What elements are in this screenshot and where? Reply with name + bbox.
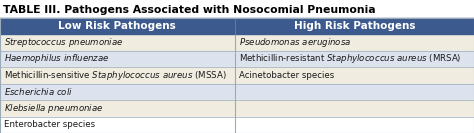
- Bar: [0, 67, 235, 84]
- Text: High Risk Pathogens: High Risk Pathogens: [293, 21, 415, 31]
- Text: TABLE III. Pathogens Associated with Nosocomial Pneumonia: TABLE III. Pathogens Associated with Nos…: [3, 5, 375, 15]
- Bar: [235, 67, 474, 84]
- Bar: [235, 18, 474, 34]
- Bar: [235, 100, 474, 117]
- Text: $\it{Haemophilus\ influenzae}$: $\it{Haemophilus\ influenzae}$: [4, 52, 109, 65]
- Bar: [0, 34, 235, 51]
- Text: $\it{Streptococcus\ pneumoniae}$: $\it{Streptococcus\ pneumoniae}$: [4, 36, 124, 49]
- Text: Low Risk Pathogens: Low Risk Pathogens: [58, 21, 176, 31]
- Text: $\it{Pseudomonas\ aeruginosa}$: $\it{Pseudomonas\ aeruginosa}$: [238, 36, 351, 49]
- Bar: [235, 84, 474, 100]
- Bar: [0, 117, 235, 133]
- Bar: [0, 18, 235, 34]
- Bar: [0, 84, 235, 100]
- Text: $\it{Klebsiella\ pneumoniae}$: $\it{Klebsiella\ pneumoniae}$: [4, 102, 103, 115]
- Bar: [0, 100, 235, 117]
- Text: Acinetobacter species: Acinetobacter species: [238, 71, 334, 80]
- Text: Methicillin-sensitive $\it{Staphylococcus\ aureus}$ (MSSA): Methicillin-sensitive $\it{Staphylococcu…: [4, 69, 227, 82]
- Bar: [235, 34, 474, 51]
- Text: Methicillin-resistant $\it{Staphylococcus\ aureus}$ (MRSA): Methicillin-resistant $\it{Staphylococcu…: [238, 52, 461, 65]
- Bar: [235, 51, 474, 67]
- Bar: [0, 51, 235, 67]
- Bar: [235, 117, 474, 133]
- Text: Enterobacter species: Enterobacter species: [4, 120, 95, 129]
- Text: $\it{Escherichia\ coli}$: $\it{Escherichia\ coli}$: [4, 86, 73, 97]
